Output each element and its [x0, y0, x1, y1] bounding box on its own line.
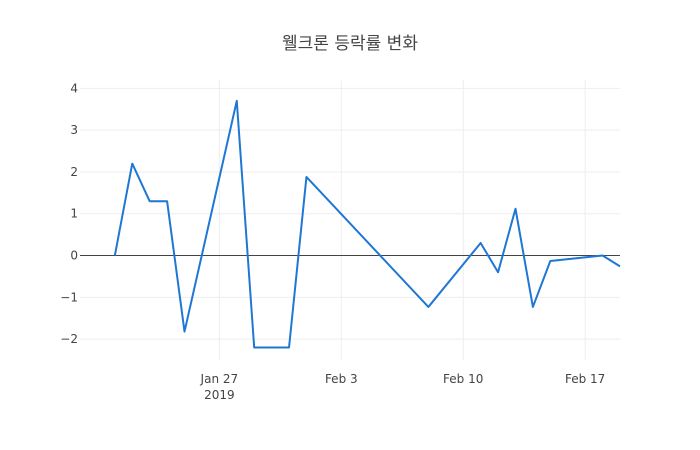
grid	[80, 80, 620, 360]
y-tick-label: −1	[60, 290, 78, 304]
y-tick-label: −2	[60, 332, 78, 346]
series-layer	[113, 99, 621, 349]
y-tick-label: 4	[70, 81, 78, 95]
x-tick-label: Feb 10	[443, 372, 483, 386]
x-tick-sublabel: 2019	[204, 388, 235, 402]
x-tick-label: Feb 17	[565, 372, 605, 386]
x-axis: Jan 27 2019 Feb 3 Feb 10 Feb 17	[200, 372, 606, 402]
x-tick-label: Jan 27	[200, 372, 239, 386]
chart-title: 웰크론 등락률 변화	[282, 34, 418, 54]
y-axis: 4 3 2 1 0 −1 −2	[60, 81, 78, 346]
y-tick-label: 3	[70, 123, 78, 137]
y-tick-label: 0	[70, 249, 78, 263]
x-tick-label: Feb 3	[325, 372, 358, 386]
series-line	[113, 99, 621, 349]
y-tick-label: 2	[70, 165, 78, 179]
y-tick-label: 1	[70, 207, 78, 221]
